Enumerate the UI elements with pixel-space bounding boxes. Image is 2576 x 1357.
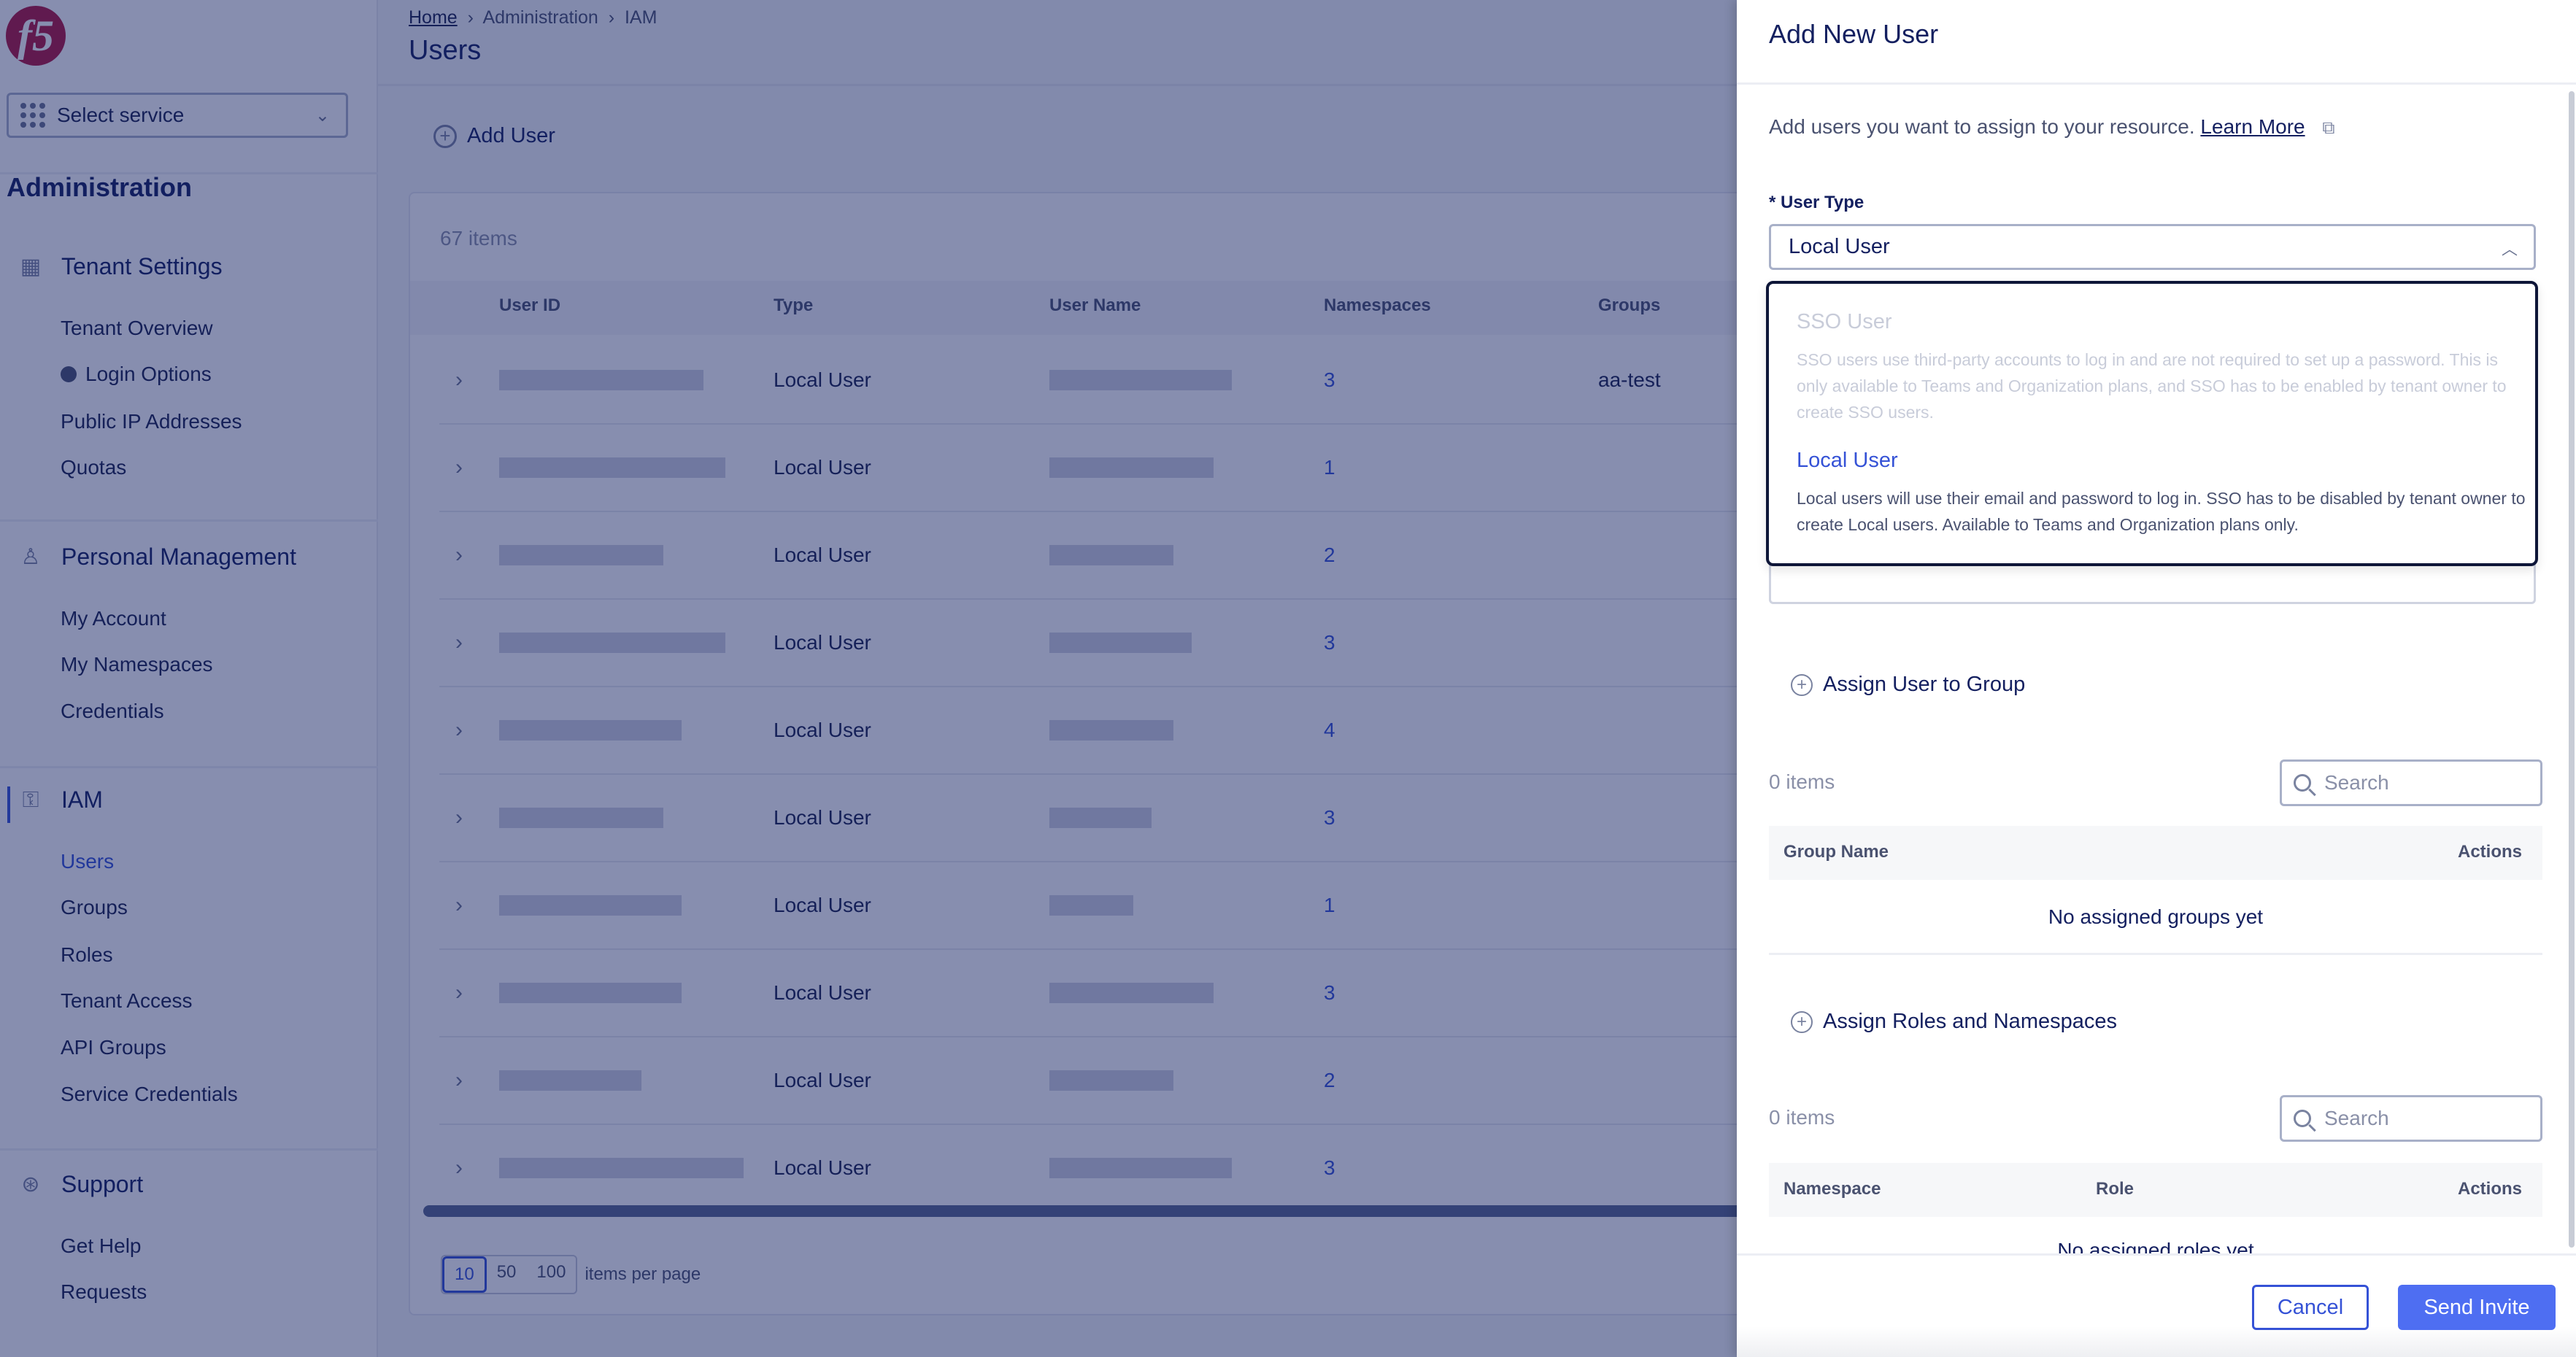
user-type-value: Local User [1789, 235, 1890, 258]
drawer-description: Add users you want to assign to your res… [1769, 115, 2335, 139]
search-icon [2294, 774, 2311, 792]
roles-table-header: Namespace Role Actions [1769, 1163, 2542, 1217]
divider [1769, 953, 2542, 955]
search-placeholder: Search [2324, 1107, 2389, 1129]
groups-table-header: Group Name Actions [1769, 826, 2542, 880]
add-user-drawer: Add New User Add users you want to assig… [1737, 0, 2576, 1357]
column-actions: Actions [2457, 1179, 2522, 1199]
assign-roles-button[interactable]: + Assign Roles and Namespaces [1791, 1010, 2117, 1034]
drawer-scrollbar[interactable] [2569, 91, 2575, 1248]
hidden-field[interactable] [1769, 554, 2536, 604]
option-local-user[interactable]: Local User [1797, 449, 1898, 472]
plus-circle-icon: + [1791, 673, 1813, 696]
user-type-label: * User Type [1769, 193, 1864, 212]
search-icon [2294, 1110, 2311, 1127]
user-type-dropdown: SSO User SSO users use third-party accou… [1766, 281, 2538, 566]
groups-empty: No assigned groups yet [2048, 905, 2264, 928]
option-sso-user: SSO User [1797, 310, 1892, 333]
search-placeholder: Search [2324, 771, 2389, 794]
drawer-footer: Cancel Send Invite [1737, 1253, 2576, 1357]
plus-circle-icon: + [1791, 1010, 1813, 1033]
assign-group-label: Assign User to Group [1823, 673, 2026, 696]
column-actions: Actions [2457, 842, 2522, 862]
groups-count: 0 items [1769, 770, 1835, 793]
column-group-name: Group Name [1783, 842, 1889, 862]
drawer-title: Add New User [1769, 19, 1939, 49]
roles-search-input[interactable]: Search [2280, 1095, 2542, 1142]
assign-group-button[interactable]: + Assign User to Group [1791, 673, 2025, 697]
assign-roles-label: Assign Roles and Namespaces [1823, 1010, 2117, 1033]
user-type-select[interactable]: Local User ︿ [1769, 224, 2536, 270]
chevron-up-icon: ︿ [2501, 240, 2518, 258]
modal-backdrop[interactable] [0, 0, 1737, 1357]
column-role: Role [2096, 1179, 2135, 1199]
option-local-desc[interactable]: Local users will use their email and pas… [1797, 489, 2526, 534]
learn-more-link[interactable]: Learn More [2200, 115, 2305, 138]
column-namespace: Namespace [1783, 1179, 1881, 1199]
external-link-icon: ⧉ [2322, 118, 2335, 138]
send-invite-button[interactable]: Send Invite [2398, 1285, 2556, 1330]
groups-search-input[interactable]: Search [2280, 759, 2542, 806]
description-text: Add users you want to assign to your res… [1769, 115, 2195, 138]
option-sso-desc: SSO users use third-party accounts to lo… [1797, 350, 2507, 422]
divider [1737, 82, 2576, 85]
roles-count: 0 items [1769, 1106, 1835, 1129]
cancel-button[interactable]: Cancel [2252, 1285, 2369, 1330]
